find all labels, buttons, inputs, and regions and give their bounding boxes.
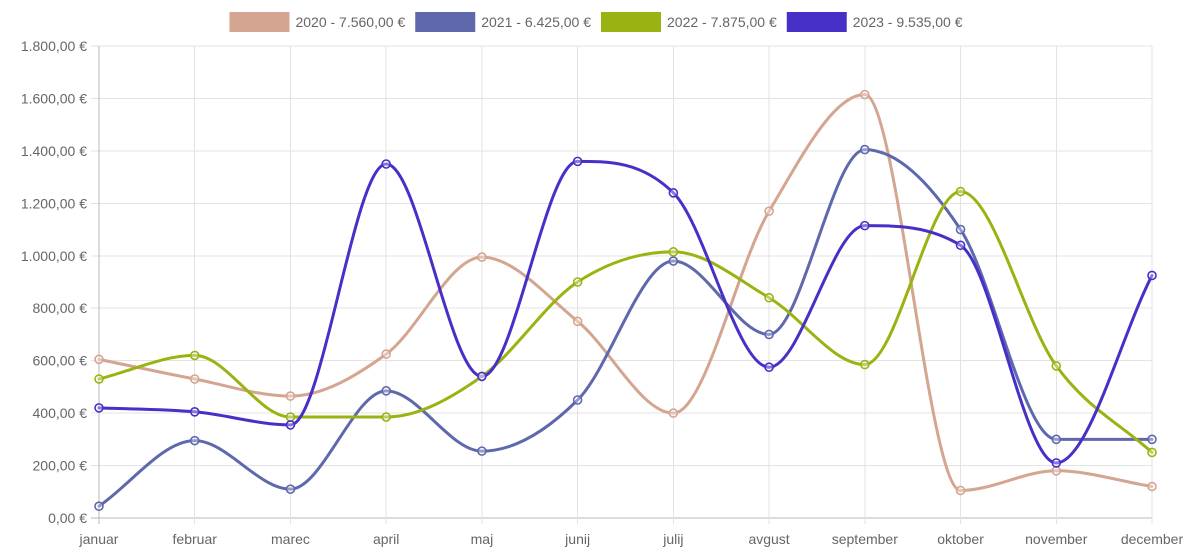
data-point[interactable]: [477, 252, 487, 262]
data-point[interactable]: [860, 220, 870, 231]
data-point[interactable]: [381, 412, 391, 422]
legend-label: 2021 - 6.425,00 €: [481, 14, 591, 30]
x-tick-label: marec: [271, 531, 310, 547]
x-tick-label: januar: [79, 531, 119, 547]
legend-swatch: [415, 12, 476, 32]
data-point[interactable]: [572, 395, 583, 405]
x-tick-label: december: [1121, 531, 1184, 547]
grid-layer: [91, 45, 1153, 524]
y-tick-label: 1.800,00 €: [21, 38, 87, 54]
data-point[interactable]: [1051, 361, 1062, 371]
data-point[interactable]: [189, 374, 200, 384]
data-point[interactable]: [668, 408, 679, 418]
y-tick-label: 400,00 €: [33, 405, 88, 421]
x-tick-label: oktober: [937, 531, 984, 547]
x-tick-label: maj: [471, 531, 494, 547]
x-tick-label: junij: [564, 531, 590, 547]
data-point[interactable]: [1147, 270, 1157, 281]
legend-item[interactable]: 2021 - 6.425,00 €: [415, 12, 591, 32]
data-point[interactable]: [94, 403, 104, 413]
data-point[interactable]: [1147, 447, 1157, 458]
y-tick-label: 800,00 €: [33, 300, 88, 316]
data-point[interactable]: [668, 256, 679, 266]
legend-item[interactable]: 2022 - 7.875,00 €: [601, 12, 777, 32]
data-point[interactable]: [94, 354, 104, 365]
x-tick-label: februar: [173, 531, 218, 547]
legend-swatch: [601, 12, 661, 32]
data-point[interactable]: [764, 292, 774, 303]
data-point[interactable]: [860, 89, 870, 100]
data-point[interactable]: [860, 144, 870, 155]
data-point[interactable]: [764, 329, 774, 340]
data-point[interactable]: [764, 206, 774, 216]
data-point[interactable]: [668, 247, 679, 257]
legend-item[interactable]: 2023 - 9.535,00 €: [786, 12, 963, 32]
x-tick-label: november: [1025, 531, 1088, 547]
legend-item[interactable]: 2020 - 7.560,00 €: [229, 12, 405, 32]
data-point[interactable]: [955, 485, 966, 496]
data-point[interactable]: [572, 316, 583, 327]
data-point[interactable]: [285, 420, 296, 430]
x-tick-label: september: [832, 531, 898, 547]
data-point[interactable]: [764, 362, 774, 373]
data-point[interactable]: [955, 186, 966, 197]
axis-layer: 0,00 € 200,00 € 400,00 € 600,00 € 800,00 € 1.…: [21, 38, 1184, 547]
data-point[interactable]: [1147, 481, 1157, 492]
points-layer: [94, 89, 1157, 512]
y-tick-label: 1.000,00 €: [21, 248, 87, 264]
data-point[interactable]: [477, 371, 487, 382]
y-tick-label: 200,00 €: [33, 458, 88, 474]
data-point[interactable]: [955, 224, 966, 235]
legend-label: 2023 - 9.535,00 €: [853, 14, 963, 30]
legend-label: 2020 - 7.560,00 €: [295, 14, 405, 30]
data-point[interactable]: [477, 446, 487, 456]
data-point[interactable]: [1147, 434, 1157, 445]
data-point[interactable]: [189, 350, 200, 361]
data-point[interactable]: [189, 406, 200, 417]
series-line-1: [97, 148, 1154, 508]
y-tick-label: 1.400,00 €: [21, 143, 87, 159]
data-point[interactable]: [955, 240, 966, 251]
data-point[interactable]: [285, 484, 296, 494]
y-tick-label: 1.600,00 €: [21, 90, 87, 106]
data-point[interactable]: [860, 359, 870, 370]
data-point[interactable]: [1051, 434, 1062, 445]
series-line-3: [97, 159, 1154, 465]
y-tick-label: 0,00 €: [48, 510, 87, 526]
data-point[interactable]: [572, 277, 583, 287]
data-point[interactable]: [668, 188, 679, 198]
x-tick-label: julij: [662, 531, 683, 547]
data-point[interactable]: [572, 156, 583, 167]
series-layer: [97, 93, 1154, 508]
data-point[interactable]: [94, 374, 104, 384]
series-line-0: [97, 93, 1154, 492]
data-point[interactable]: [94, 501, 104, 512]
legend-swatch: [229, 12, 290, 32]
legend-swatch: [786, 12, 847, 32]
legend-label: 2022 - 7.875,00 €: [667, 14, 777, 30]
data-point[interactable]: [189, 435, 200, 446]
y-tick-label: 600,00 €: [33, 353, 88, 369]
data-point[interactable]: [381, 349, 391, 359]
data-point[interactable]: [381, 386, 391, 396]
data-point[interactable]: [381, 159, 391, 169]
data-point[interactable]: [285, 391, 296, 401]
y-tick-label: 1.200,00 €: [21, 195, 87, 211]
x-tick-label: avgust: [748, 531, 789, 547]
data-point[interactable]: [285, 412, 296, 422]
data-point[interactable]: [1051, 465, 1062, 476]
data-point[interactable]: [1051, 458, 1062, 468]
legend: 2020 - 7.560,00 € 2021 - 6.425,00 € 2022 -…: [229, 12, 963, 32]
x-tick-label: april: [373, 531, 399, 547]
